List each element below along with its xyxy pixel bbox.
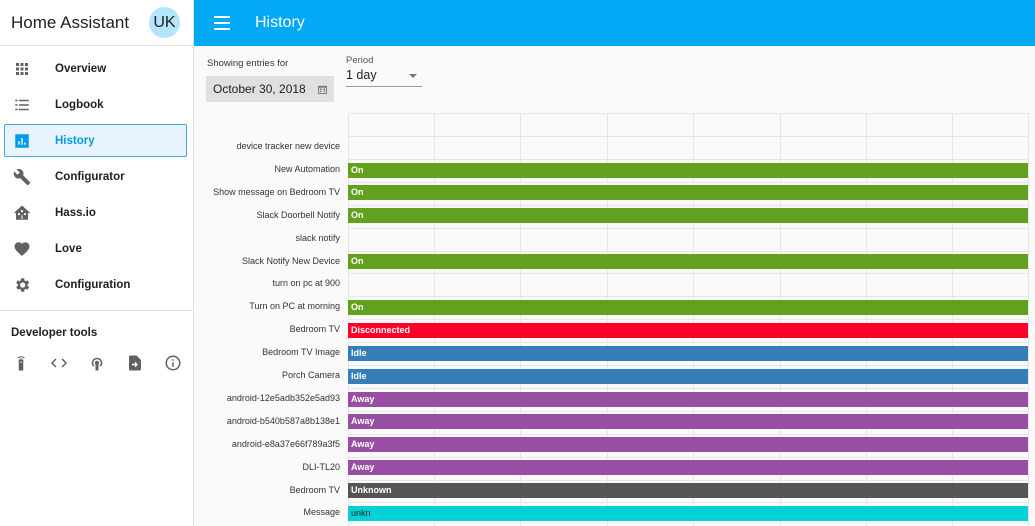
state-bar[interactable]: unkn (348, 506, 1028, 521)
row-gridline (348, 502, 1028, 504)
sidebar-item-hassio[interactable]: Hass.io (4, 196, 187, 229)
wrench-icon (13, 168, 31, 186)
row-gridline (348, 204, 1028, 206)
state-bar[interactable]: Idle (348, 368, 1028, 384)
row-gridline (348, 181, 1028, 183)
chevron-down-icon (409, 74, 417, 78)
sidebar-divider (0, 310, 193, 311)
sidebar-header: Home Assistant UK (0, 0, 193, 46)
row-gridline (348, 227, 1028, 229)
state-bar[interactable]: Away (348, 391, 1028, 407)
list-icon (13, 96, 31, 114)
row-gridline (348, 113, 1028, 114)
row-gridline (348, 296, 1028, 298)
home-assistant-icon (13, 204, 31, 222)
developer-tools-title: Developer tools (11, 327, 98, 339)
sidebar-item-configurator[interactable]: Configurator (4, 160, 187, 193)
period-dropdown[interactable]: 1 day (346, 68, 422, 87)
app-title: Home Assistant (11, 12, 130, 32)
antenna-icon[interactable] (87, 353, 106, 372)
grid-icon (13, 60, 31, 78)
entity-label: Bedroom TV Image (262, 347, 340, 358)
entity-label: android-12e5adb352e5ad93 (226, 392, 340, 403)
sidebar-nav: Overview Logbook History Configurator Ha… (0, 46, 193, 301)
sidebar: Home Assistant UK Overview Logbook Histo… (0, 0, 194, 526)
sidebar-item-history[interactable]: History (4, 124, 187, 157)
row-gridline (348, 250, 1028, 252)
sidebar-item-label: Configuration (55, 278, 131, 291)
app-toolbar: History (194, 0, 1035, 46)
file-export-icon[interactable] (125, 353, 144, 372)
entity-label: slack notify (295, 232, 340, 243)
state-bar[interactable]: Disconnected (348, 322, 1028, 338)
entity-label: android-b540b587a8b138e1 (226, 415, 340, 426)
heart-icon (13, 240, 31, 258)
entity-label: turn on pc at 900 (272, 278, 340, 289)
history-timeline: device tracker new device New Automation O… (194, 113, 1035, 526)
row-gridline (348, 387, 1028, 389)
sidebar-item-logbook[interactable]: Logbook (4, 88, 187, 121)
entity-label: Message (303, 507, 340, 518)
entity-label: Slack Doorbell Notify (256, 209, 340, 220)
chart-bar-icon (13, 132, 31, 150)
row-gridline (348, 273, 1028, 275)
entity-label: device tracker new device (236, 141, 340, 151)
row-gridline (348, 433, 1028, 435)
row-gridline (348, 410, 1028, 412)
date-label: Showing entries for (207, 58, 289, 69)
sidebar-item-overview[interactable]: Overview (4, 52, 187, 85)
sidebar-item-label: Logbook (55, 98, 104, 111)
row-gridline (348, 365, 1028, 366)
entity-label: Porch Camera (281, 370, 340, 380)
time-gridline (1028, 113, 1029, 526)
state-bar[interactable]: Idle (348, 345, 1028, 361)
developer-tools (0, 339, 193, 372)
menu-icon[interactable] (214, 16, 230, 30)
period-label: Period (346, 55, 374, 66)
sidebar-item-label: History (55, 134, 95, 147)
sidebar-item-label: Configurator (55, 170, 125, 183)
date-value: October 30, 2018 (213, 82, 306, 96)
state-bar[interactable]: Unknown (348, 483, 1028, 499)
sidebar-item-love[interactable]: Love (4, 232, 187, 265)
row-gridline (348, 456, 1028, 458)
state-bar[interactable]: Away (348, 460, 1028, 476)
row-gridline (348, 136, 1028, 137)
state-bar[interactable]: On (348, 162, 1028, 178)
sidebar-item-configuration[interactable]: Configuration (4, 268, 187, 301)
entity-label: Bedroom TV (289, 324, 340, 335)
remote-icon[interactable] (11, 353, 30, 372)
calendar-icon (318, 85, 327, 94)
state-bar[interactable]: On (348, 208, 1028, 224)
info-icon[interactable] (163, 353, 182, 372)
entity-label: DLI-TL20 (302, 461, 340, 472)
state-bar[interactable]: Away (348, 437, 1028, 453)
sidebar-item-label: Overview (55, 62, 107, 75)
state-bar[interactable]: On (348, 185, 1028, 201)
state-bar[interactable]: On (348, 254, 1028, 270)
code-icon[interactable] (49, 353, 68, 372)
row-gridline (348, 158, 1028, 160)
avatar[interactable]: UK (149, 7, 180, 38)
entity-label: Bedroom TV (289, 484, 340, 495)
state-bar[interactable]: Away (348, 414, 1028, 430)
entity-label: android-e8a37e66f789a3f5 (231, 438, 340, 449)
entity-label: Show message on Bedroom TV (213, 186, 340, 197)
date-picker[interactable]: October 30, 2018 (206, 76, 334, 102)
entity-label: New Automation (274, 163, 340, 174)
sidebar-item-label: Love (55, 242, 82, 255)
page-title: History (255, 14, 305, 31)
row-gridline (348, 479, 1028, 481)
row-gridline (348, 342, 1028, 344)
row-gridline (348, 319, 1028, 321)
entity-label: Slack Notify New Device (241, 255, 340, 266)
history-filters: Showing entries for October 30, 2018 Per… (194, 46, 1035, 106)
gear-icon (13, 276, 31, 294)
state-bar[interactable]: On (348, 299, 1028, 315)
period-value: 1 day (346, 68, 377, 82)
sidebar-item-label: Hass.io (55, 206, 96, 219)
entity-label: Turn on PC at morning (249, 301, 340, 312)
